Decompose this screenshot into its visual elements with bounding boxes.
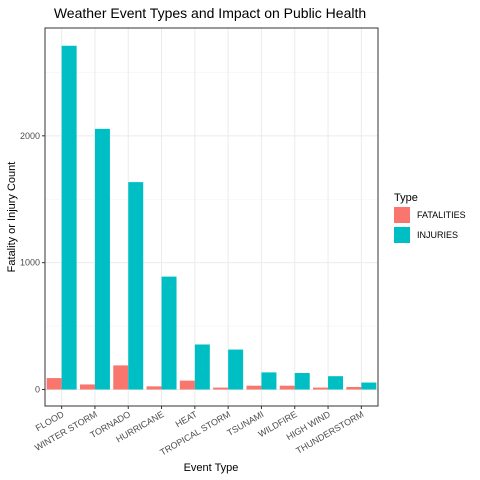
bar-fatalities-high-wind <box>313 387 329 390</box>
bar-injuries-tornado <box>128 182 144 390</box>
bar-fatalities-winter-storm <box>79 384 95 390</box>
bar-fatalities-hurricane <box>146 386 162 390</box>
bar-injuries-tropical-storm <box>228 349 244 390</box>
legend-title: Type <box>394 192 418 204</box>
bar-fatalities-tsunami <box>246 385 262 390</box>
bar-fatalities-heat <box>179 380 195 390</box>
y-tick-label: 2000 <box>20 131 40 141</box>
bars <box>46 45 377 390</box>
bar-fatalities-tropical-storm <box>213 387 229 390</box>
x-axis-title: Event Type <box>184 462 239 474</box>
bar-injuries-thunderstorm <box>361 382 377 390</box>
bar-injuries-hurricane <box>161 276 177 390</box>
bar-fatalities-wildfire <box>279 385 295 390</box>
y-axis: 0 1000 2000 <box>20 131 45 395</box>
bar-injuries-flood <box>61 45 77 390</box>
legend: Type FATALITIES INJURIES <box>394 192 466 243</box>
bar-injuries-high-wind <box>328 376 344 390</box>
y-axis-title: Fatality or Injury Count <box>6 162 18 273</box>
legend-key-injuries <box>394 227 410 243</box>
y-tick-label: 1000 <box>20 258 40 268</box>
panel-border <box>44 27 379 407</box>
bar-injuries-winter-storm <box>94 128 110 390</box>
chart-title: Weather Event Types and Impact on Public… <box>54 5 366 21</box>
legend-key-fatalities <box>394 207 410 223</box>
bar-fatalities-tornado <box>113 365 129 390</box>
bar-fatalities-flood <box>46 378 62 390</box>
legend-label: FATALITIES <box>417 210 466 220</box>
bar-injuries-wildfire <box>294 373 310 390</box>
bar-injuries-heat <box>194 344 210 390</box>
bar-injuries-tsunami <box>261 372 277 390</box>
bar-fatalities-thunderstorm <box>346 386 362 390</box>
y-tick-label: 0 <box>35 385 40 395</box>
legend-label: INJURIES <box>417 230 458 240</box>
